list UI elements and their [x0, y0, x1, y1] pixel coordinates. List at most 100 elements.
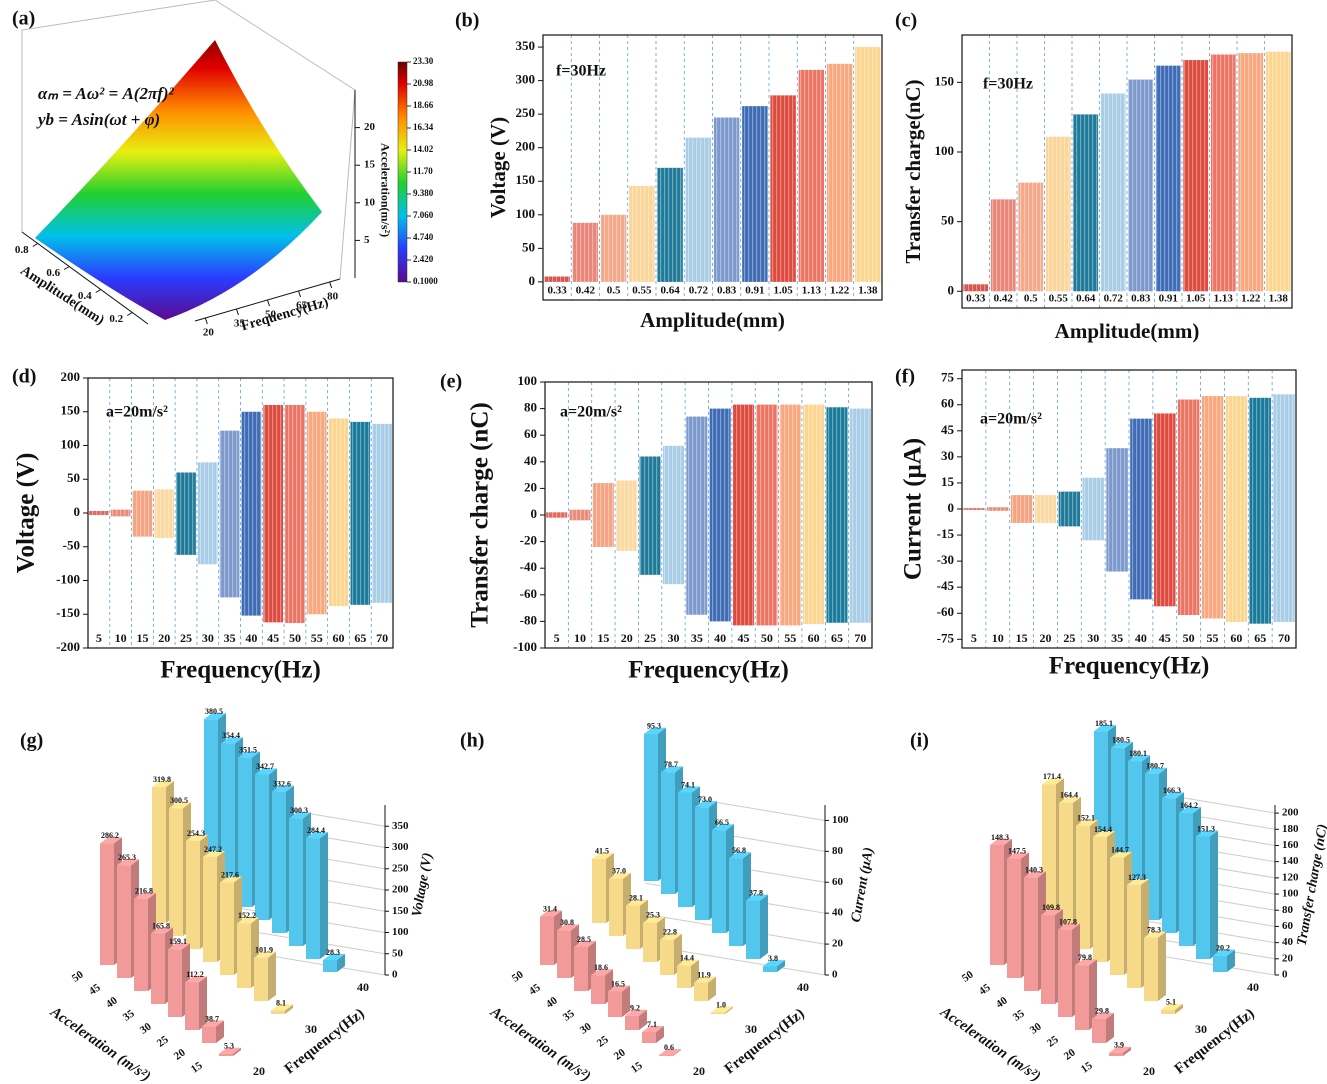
- bar-side: [777, 960, 785, 972]
- value-label: 73.0: [698, 795, 712, 804]
- z-tick-label: 350: [392, 820, 409, 832]
- signal-stripes: [685, 137, 712, 282]
- bar-top: [643, 916, 665, 923]
- bar-top: [1075, 959, 1097, 966]
- y-tick-label: 30: [1195, 1022, 1207, 1036]
- signal-stripes: [1265, 51, 1291, 292]
- bar: [695, 807, 709, 920]
- x-tick-label: 40: [544, 994, 560, 1010]
- bar: [1007, 858, 1021, 978]
- bar-top: [659, 1049, 681, 1056]
- value-label: 25.3: [646, 911, 660, 920]
- bar: [168, 949, 182, 1017]
- value-label: 14.4: [680, 954, 694, 963]
- signal-stripes: [1210, 54, 1236, 292]
- signal-stripes: [849, 408, 871, 623]
- bar-side: [708, 976, 716, 1001]
- bar-top: [1110, 851, 1132, 858]
- y-tick-label: 30: [305, 1022, 317, 1036]
- x-tick-label: 10: [574, 631, 586, 645]
- signal-stripes: [1225, 396, 1248, 622]
- z-tick-label: 300: [392, 841, 409, 853]
- bar: [1144, 937, 1158, 1001]
- x-tick-label: 60: [333, 631, 345, 645]
- bar-side: [673, 1049, 681, 1056]
- signal-stripes: [1183, 60, 1209, 292]
- bar-top: [168, 943, 190, 950]
- z-tick-label: 60: [832, 876, 844, 888]
- signal-stripes: [987, 507, 1009, 511]
- value-label: 147.5: [1008, 846, 1026, 855]
- value-label: 171.4: [1043, 772, 1061, 781]
- z-tick-label: 80: [1282, 904, 1294, 916]
- bar: [1041, 915, 1055, 1004]
- bar: [763, 966, 777, 972]
- colorbar-tick-label: 11.70: [413, 166, 433, 176]
- signal-stripes: [770, 95, 796, 282]
- z-tick-label: 100: [832, 814, 849, 826]
- signal-panel: 5 10 15 20 25 30 35 40 45 50 55 60 65 70 -100 -80 -60 -40…: [440, 371, 873, 684]
- bar: [557, 930, 571, 978]
- signal-stripes: [616, 480, 638, 551]
- panel-label: (b): [455, 10, 479, 32]
- x-tick-label: 65: [1254, 631, 1266, 645]
- bar-top: [1024, 871, 1046, 878]
- y-tick-label: 40: [357, 980, 369, 994]
- bar: [540, 916, 554, 965]
- bar: [1162, 798, 1176, 933]
- x-tick-label: 45: [1159, 631, 1171, 645]
- value-label: 78.3: [1147, 925, 1161, 934]
- y-tick-label: 150: [516, 172, 536, 187]
- value-label: 300.5: [170, 796, 188, 805]
- x-tick-label: 20: [621, 631, 633, 645]
- bar-top: [100, 837, 122, 844]
- bar: [1110, 857, 1124, 975]
- signal-stripes: [569, 509, 591, 521]
- value-label: 5.3: [224, 1042, 234, 1051]
- bar: [626, 905, 640, 949]
- value-label: 38.7: [205, 1014, 219, 1023]
- value-label: 185.1: [1095, 719, 1113, 728]
- value-label: 37.0: [612, 867, 626, 876]
- signal-stripes: [662, 445, 684, 585]
- bar-top: [204, 713, 226, 720]
- signal-stripes: [263, 405, 283, 623]
- bar-top: [626, 899, 648, 906]
- y-tick-label: 0: [948, 500, 955, 515]
- x-axis-title: Acceleration (m/s²): [486, 1004, 593, 1084]
- y-tick-label: 0.8: [15, 244, 29, 256]
- y-tick-label: 40: [1247, 980, 1259, 994]
- bar: [1179, 813, 1193, 946]
- x-tick-label: 1.22: [830, 285, 850, 297]
- y-axis-title: Frequency(Hz): [722, 1006, 808, 1078]
- colorbar-tick-label: 4.740: [413, 232, 434, 242]
- bar: [254, 957, 268, 1001]
- x-tick-label: 55: [311, 631, 323, 645]
- x-tick-label: 70: [854, 631, 866, 645]
- x-tick-label: 1.05: [1186, 293, 1206, 305]
- value-label: 28.5: [577, 935, 591, 944]
- signal-stripes: [241, 411, 262, 616]
- y-tick-label: 20: [253, 1064, 265, 1078]
- bar-top: [574, 940, 596, 947]
- y-tick-label: 200: [61, 369, 81, 384]
- x-tick-label: 5: [96, 631, 102, 645]
- x-tick: [329, 281, 333, 289]
- bar-top: [1041, 909, 1063, 916]
- signal-stripes: [110, 509, 131, 517]
- bar-top: [729, 852, 751, 859]
- y-tick-label: -50: [63, 538, 80, 553]
- bar: [591, 975, 605, 1004]
- bar: [1076, 825, 1090, 949]
- x-tick: [235, 308, 239, 316]
- bar-top: [254, 951, 276, 958]
- x-tick-label: 0.72: [689, 285, 709, 297]
- bar: [1075, 965, 1089, 1030]
- bar: [1161, 1009, 1175, 1014]
- x-tick-label: 50: [960, 968, 976, 984]
- bar-side: [320, 832, 328, 959]
- bar: [712, 830, 726, 933]
- z-tick-label: 20: [832, 938, 844, 950]
- value-label: 265.3: [118, 853, 136, 862]
- bar-top: [1093, 831, 1115, 838]
